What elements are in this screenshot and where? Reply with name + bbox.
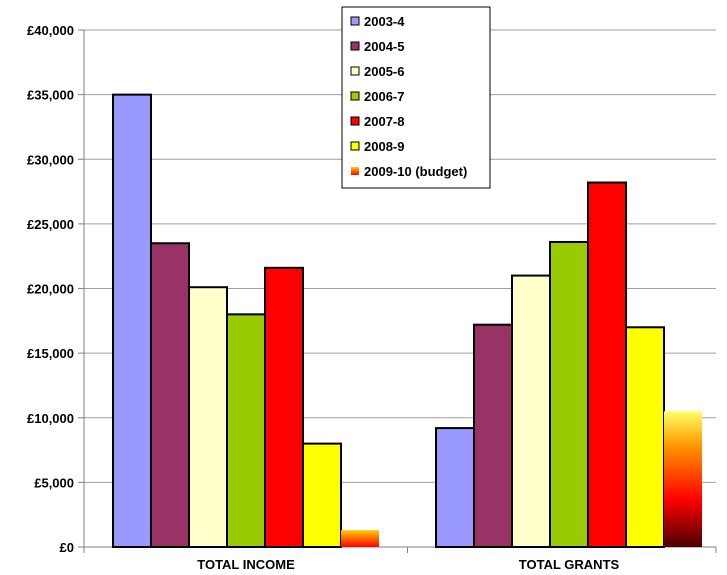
- legend-swatch: [350, 16, 360, 26]
- legend-swatch: [350, 116, 360, 126]
- legend-box: [341, 6, 491, 189]
- x-category-label: TOTAL GRANTS: [519, 557, 620, 572]
- bar-total-grants-2009-10-budget: [664, 411, 702, 547]
- y-tick-label: £20,000: [27, 282, 74, 297]
- bar-total-income-2009-10-budget: [341, 530, 379, 547]
- bars: [112, 93, 702, 549]
- y-tick-label: £0: [60, 540, 74, 555]
- y-tick-label: £40,000: [27, 23, 74, 38]
- legend: 2003-4 2004-5 2005-6 2006-7 2007-8 2008-9 2009…: [341, 6, 491, 189]
- y-tick-label: £15,000: [27, 346, 74, 361]
- legend-swatch: [351, 167, 359, 175]
- y-tick-label: £25,000: [27, 217, 74, 232]
- y-tick-label: £5,000: [34, 475, 74, 490]
- bar-total-income-2007-8: [264, 266, 304, 548]
- bar-total-grants-2005-6: [511, 274, 551, 548]
- bar-total-grants-2008-9: [625, 326, 665, 548]
- bar-total-income-2004-5: [150, 242, 190, 548]
- y-tick-label: £35,000: [27, 88, 74, 103]
- bar-total-grants-2006-7: [549, 240, 589, 548]
- y-tick-label: £10,000: [27, 411, 74, 426]
- bar-total-income-2008-9: [302, 442, 342, 549]
- bar-total-grants-2007-8: [587, 181, 627, 548]
- legend-label: 2008-9: [364, 139, 404, 154]
- legend-swatch: [350, 66, 360, 76]
- legend-label: 2007-8: [364, 114, 404, 129]
- bar-total-income-2005-6: [188, 286, 228, 548]
- legend-swatch: [350, 91, 360, 101]
- bar-total-grants-2003-4: [435, 427, 475, 548]
- legend-label: 2009-10 (budget): [364, 164, 467, 179]
- bar-total-income-2003-4: [112, 93, 152, 548]
- legend-label: 2004-5: [364, 39, 404, 54]
- axis-labels: £0 £5,000 £10,000 £15,000 £20,000 £25,000 £30,…: [27, 23, 620, 572]
- legend-swatch: [350, 141, 360, 151]
- legend-label: 2003-4: [364, 14, 405, 29]
- y-tick-label: £30,000: [27, 152, 74, 167]
- legend-label: 2005-6: [364, 64, 404, 79]
- x-category-label: TOTAL INCOME: [197, 557, 295, 572]
- legend-swatch: [350, 41, 360, 51]
- bar-total-grants-2004-5: [473, 323, 513, 548]
- bar-total-income-2006-7: [226, 313, 266, 548]
- legend-label: 2006-7: [364, 89, 404, 104]
